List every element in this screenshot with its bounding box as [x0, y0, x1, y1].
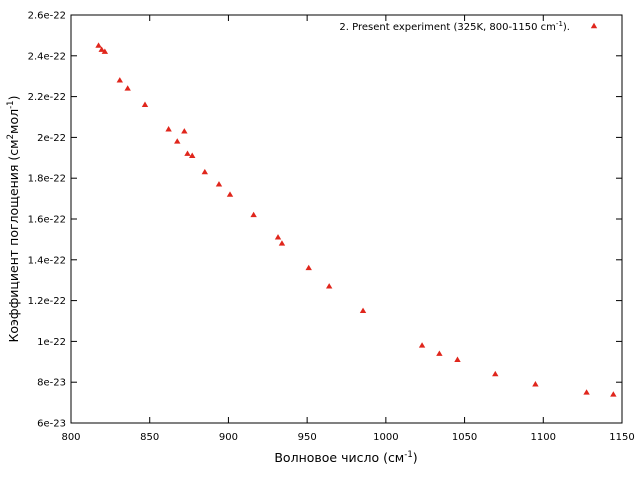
data-point: [181, 128, 188, 134]
data-points: [95, 42, 617, 397]
data-point: [274, 234, 282, 240]
data-point: [325, 283, 333, 289]
y-tick-label: 1.6e-22: [28, 215, 66, 226]
y-tick-label: 6e-23: [37, 419, 66, 430]
y-tick-label: 2.6e-22: [28, 11, 66, 22]
data-point: [116, 77, 124, 83]
y-tick-label: 1e-22: [37, 337, 66, 348]
x-tick-label: 1050: [452, 432, 477, 443]
data-point: [184, 150, 191, 156]
data-point: [165, 126, 172, 132]
data-point: [101, 48, 109, 54]
plot-frame: [70, 14, 623, 424]
legend-label: 2. Present experiment (325K, 800-1150 cm…: [339, 20, 570, 33]
y-tick-label: 1.4e-22: [28, 255, 66, 266]
data-point: [215, 181, 223, 187]
legend: 2. Present experiment (325K, 800-1150 cm…: [339, 20, 598, 33]
legend-marker: [590, 22, 598, 29]
data-point: [454, 356, 461, 362]
data-point: [189, 152, 196, 158]
axis-ticks: 800 850 900 950 1000 1050 1100 1150 6e-23 8e-23 1e…: [28, 11, 635, 444]
data-point: [226, 191, 234, 197]
x-tick-label: 850: [140, 432, 159, 443]
data-point: [98, 46, 105, 52]
x-tick-label: 1000: [373, 432, 398, 443]
y-tick-label: 1.2e-22: [28, 296, 66, 307]
data-point: [610, 391, 617, 397]
x-tick-label: 1150: [609, 432, 634, 443]
y-tick-label: 2e-22: [37, 133, 66, 144]
y-tick-label: 2.4e-22: [28, 51, 66, 62]
data-point: [532, 381, 539, 387]
data-point: [583, 389, 590, 395]
data-point: [359, 307, 367, 313]
data-point: [278, 240, 286, 246]
data-point: [201, 168, 209, 175]
y-axis-title: Коэффициент поглощения (см2мол-1): [6, 96, 21, 343]
data-point: [305, 264, 312, 271]
x-tick-label: 1100: [531, 432, 556, 443]
x-tick-label: 900: [219, 432, 238, 443]
x-tick-label: 800: [61, 432, 80, 443]
data-point: [174, 138, 181, 144]
data-point: [492, 370, 499, 377]
data-point: [141, 101, 149, 107]
x-tick-label: 950: [298, 432, 317, 443]
data-point: [418, 342, 426, 348]
y-tick-label: 8e-23: [37, 378, 66, 389]
y-tick-label: 1.8e-22: [28, 174, 66, 185]
data-point: [95, 42, 102, 48]
data-point: [250, 211, 257, 218]
data-point: [124, 85, 131, 91]
y-tick-label: 2.2e-22: [28, 92, 66, 103]
x-axis-title: Волновое число (см-1): [274, 450, 417, 465]
data-point: [436, 350, 443, 356]
